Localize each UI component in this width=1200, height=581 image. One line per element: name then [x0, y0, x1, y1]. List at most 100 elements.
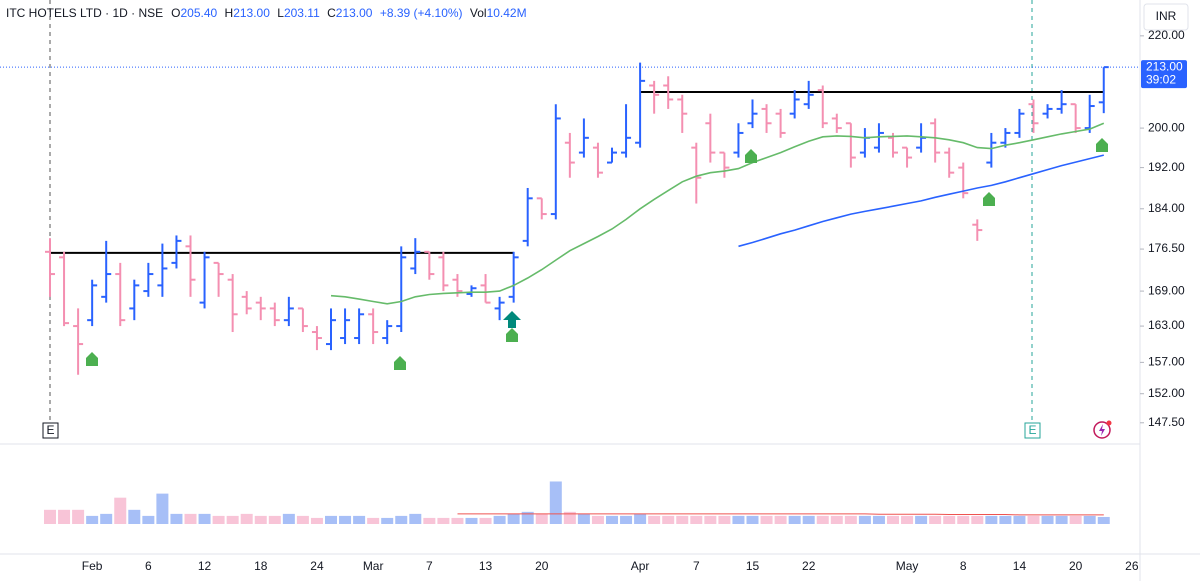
- volume-bar: [872, 515, 885, 524]
- lightning-bolt: [1099, 424, 1105, 436]
- last-price-box: [1141, 60, 1187, 89]
- volume-bar: [198, 513, 211, 524]
- volume-bar: [830, 515, 843, 524]
- signal: [394, 356, 406, 370]
- header: ITC HOTELS LTD · 1D · NSE O205.40 H213.0…: [6, 6, 527, 20]
- y-tick-label: 220.00: [1148, 28, 1185, 42]
- volume-bar: [648, 515, 661, 524]
- x-tick-label: 13: [479, 559, 493, 573]
- signal: [745, 149, 757, 163]
- volume-bar: [507, 513, 520, 524]
- volume-bar: [212, 515, 225, 524]
- x-tick-label: 6: [145, 559, 152, 573]
- event-label[interactable]: E: [46, 423, 54, 437]
- volume-bar: [535, 513, 548, 524]
- volume-bar: [887, 515, 899, 524]
- signal-arrow: [503, 311, 521, 328]
- volume-bar: [563, 511, 576, 524]
- key: O: [171, 6, 180, 20]
- value: 213.00: [336, 6, 373, 20]
- volume-bar: [86, 515, 99, 524]
- volume-bar: [718, 515, 731, 524]
- x-tick-label: 20: [535, 559, 549, 573]
- volume-bar: [634, 513, 647, 524]
- currency-box[interactable]: [1143, 3, 1189, 31]
- key: C: [327, 6, 336, 20]
- volume-bar: [549, 481, 562, 524]
- volume-bar: [353, 515, 366, 524]
- volume-bar: [437, 517, 450, 524]
- signal: [983, 192, 995, 206]
- x-tick-label: 7: [426, 559, 433, 573]
- x-tick-label: 8: [960, 559, 967, 573]
- volume-bar: [493, 515, 506, 524]
- signal: [86, 352, 98, 366]
- volume-bar: [858, 515, 871, 524]
- y-tick-label: 157.00: [1148, 355, 1185, 369]
- key: L: [277, 6, 284, 20]
- y-tick-label: 152.00: [1148, 386, 1185, 400]
- volume-bar: [788, 515, 801, 524]
- volume-bar: [240, 513, 253, 524]
- legend-values: O205.40 H213.00 L203.11 C213.00 +8.39 (+…: [171, 6, 526, 20]
- x-tick-label: Feb: [82, 559, 103, 573]
- y-tick-label: 184.00: [1148, 201, 1185, 215]
- volume-bar: [310, 517, 323, 524]
- moving-average: [330, 122, 1105, 305]
- x-tick-label: 18: [254, 559, 268, 573]
- y-tick-label: 163.00: [1148, 318, 1185, 332]
- y-tick-label: 169.00: [1148, 283, 1185, 297]
- volume-bar: [114, 497, 127, 524]
- volume-bar: [1041, 515, 1054, 524]
- volume-bar: [479, 517, 492, 524]
- currency[interactable]: INR: [1156, 9, 1177, 23]
- event-box[interactable]: [42, 422, 59, 439]
- volume-bar: [915, 515, 928, 524]
- event-label[interactable]: E: [1028, 423, 1036, 437]
- volume-bar: [985, 515, 998, 524]
- x-tick-label: 22: [802, 559, 816, 573]
- volume-bar: [156, 493, 169, 524]
- value: 10.42M: [487, 6, 527, 20]
- volume-bar: [802, 515, 815, 524]
- volume-bar: [774, 515, 787, 524]
- value: 205.40: [180, 6, 217, 20]
- y-tick-label: 176.50: [1148, 241, 1185, 255]
- volume-bar: [170, 513, 183, 524]
- volume-bar: [325, 515, 337, 524]
- volume-bar: [1069, 515, 1082, 524]
- volume-bar: [676, 515, 689, 524]
- countdown: 39:02: [1146, 72, 1176, 86]
- signals: [86, 138, 1108, 370]
- volume-bar: [423, 517, 436, 524]
- change: +8.39 (+4.10%): [380, 6, 463, 20]
- key: H: [225, 6, 234, 20]
- signal: [506, 328, 518, 342]
- volume-bar: [282, 513, 295, 524]
- volume-bar: [971, 515, 984, 524]
- signal: [1096, 138, 1108, 152]
- volume-bar: [226, 515, 239, 524]
- volume-bar: [1083, 515, 1096, 524]
- x-tick-label: 14: [1013, 559, 1027, 573]
- symbol: ITC HOTELS LTD · 1D · NSE: [6, 6, 163, 20]
- volume-bar: [732, 515, 745, 524]
- volume-bar: [339, 515, 352, 524]
- volume-bar: [1055, 515, 1068, 524]
- y-tick-label: 192.00: [1148, 160, 1185, 174]
- volume-bar: [367, 517, 380, 524]
- moving-average: [457, 513, 1104, 516]
- y-tick-label: 200.00: [1148, 120, 1185, 134]
- volume-bar: [620, 515, 633, 524]
- event-box[interactable]: [1024, 422, 1041, 439]
- value: 213.00: [233, 6, 270, 20]
- x-tick-label: 7: [693, 559, 700, 573]
- x-tick-label: May: [896, 559, 919, 573]
- key: Vol: [470, 6, 487, 20]
- volume-bar: [465, 517, 478, 524]
- volume-bar: [1013, 515, 1026, 524]
- volume-bar: [591, 515, 604, 524]
- volume-bar: [606, 515, 618, 524]
- x-tick-label: 24: [310, 559, 324, 573]
